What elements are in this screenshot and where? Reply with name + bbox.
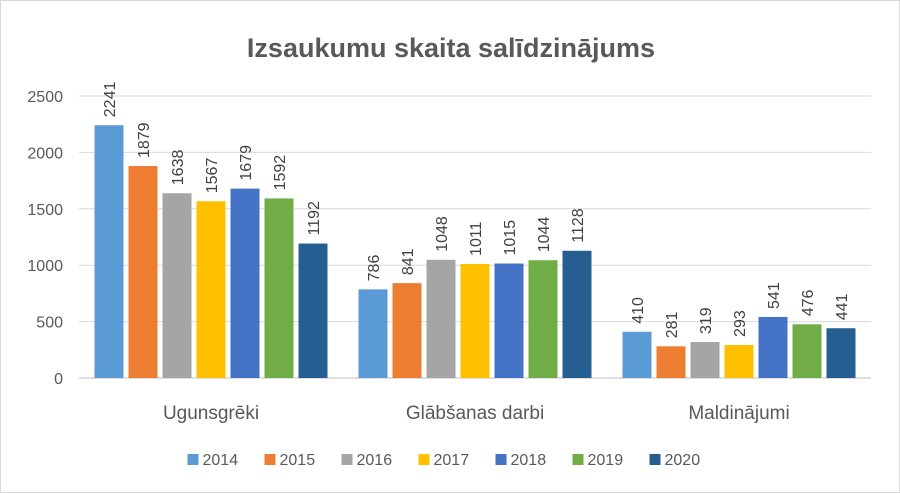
data-label: 1592 bbox=[272, 155, 289, 191]
legend-swatch bbox=[341, 454, 353, 465]
bar bbox=[358, 289, 388, 378]
bar bbox=[826, 328, 856, 378]
data-label: 293 bbox=[732, 310, 749, 337]
legend-label: 2016 bbox=[357, 452, 393, 469]
data-label: 476 bbox=[800, 290, 817, 317]
legend-label: 2020 bbox=[665, 452, 701, 469]
bar bbox=[562, 250, 592, 378]
data-label: 1044 bbox=[536, 217, 553, 253]
data-label: 786 bbox=[366, 255, 383, 282]
data-label: 1048 bbox=[434, 216, 451, 252]
data-label: 410 bbox=[630, 297, 647, 324]
data-label: 841 bbox=[400, 248, 417, 275]
bar bbox=[264, 198, 294, 378]
x-category-label: Glābšanas darbi bbox=[406, 403, 544, 424]
legend-swatch bbox=[572, 454, 584, 465]
data-label: 1128 bbox=[570, 208, 587, 243]
data-label: 2241 bbox=[102, 82, 119, 118]
bars bbox=[94, 125, 856, 378]
legend-label: 2017 bbox=[434, 452, 470, 469]
data-label: 541 bbox=[766, 282, 783, 309]
y-tick-label: 2500 bbox=[27, 89, 63, 106]
data-label: 441 bbox=[834, 293, 851, 320]
bar bbox=[460, 263, 490, 378]
legend-swatch bbox=[649, 454, 661, 465]
y-tick-label: 500 bbox=[36, 315, 63, 332]
x-category-label: Ugunsgrēki bbox=[163, 403, 259, 424]
y-tick-label: 2000 bbox=[27, 145, 63, 162]
bar bbox=[622, 331, 652, 378]
y-tick-label: 0 bbox=[54, 371, 63, 388]
bar bbox=[94, 125, 124, 378]
bar bbox=[392, 283, 422, 378]
legend-swatch bbox=[418, 454, 430, 465]
bar bbox=[298, 243, 328, 378]
legend-label: 2018 bbox=[511, 452, 547, 469]
bar bbox=[162, 193, 192, 378]
bar bbox=[792, 324, 822, 378]
legend-swatch bbox=[187, 454, 199, 465]
bar bbox=[690, 342, 720, 378]
legend-swatch bbox=[264, 454, 276, 465]
data-label: 281 bbox=[664, 312, 681, 339]
legend-label: 2019 bbox=[588, 452, 624, 469]
legend-label: 2015 bbox=[280, 452, 316, 469]
y-tick-label: 1000 bbox=[27, 258, 63, 275]
data-label: 1679 bbox=[238, 145, 255, 181]
bar bbox=[724, 344, 754, 378]
chart-title: Izsaukumu skaita salīdzinājums bbox=[247, 33, 655, 63]
data-label: 1567 bbox=[204, 158, 221, 194]
bar bbox=[230, 188, 260, 378]
y-tick-label: 1500 bbox=[27, 202, 63, 219]
x-axis: Ugunsgrēki Glābšanas darbi Maldinājumi bbox=[163, 403, 790, 424]
legend-swatch bbox=[495, 454, 507, 465]
bar bbox=[196, 201, 226, 378]
data-label: 1879 bbox=[136, 122, 153, 158]
bar bbox=[528, 260, 558, 378]
bar bbox=[494, 263, 524, 378]
legend-label: 2014 bbox=[203, 452, 239, 469]
legend: 2014 2015 2016 2017 2018 2019 2020 bbox=[187, 452, 701, 469]
data-label: 1011 bbox=[468, 221, 485, 256]
bar bbox=[656, 346, 686, 378]
x-category-label: Maldinājumi bbox=[688, 403, 789, 424]
data-label: 1015 bbox=[502, 220, 519, 256]
data-label: 1638 bbox=[170, 150, 187, 186]
bar bbox=[758, 316, 788, 378]
data-label: 319 bbox=[698, 307, 715, 334]
data-label: 1192 bbox=[306, 201, 323, 236]
bar bbox=[426, 259, 456, 378]
bar bbox=[128, 166, 158, 378]
data-labels: 2241 1879 1638 1567 1679 1592 1192 786 841 1048 10… bbox=[102, 82, 851, 339]
y-axis: 0 500 1000 1500 2000 2500 bbox=[27, 89, 63, 388]
